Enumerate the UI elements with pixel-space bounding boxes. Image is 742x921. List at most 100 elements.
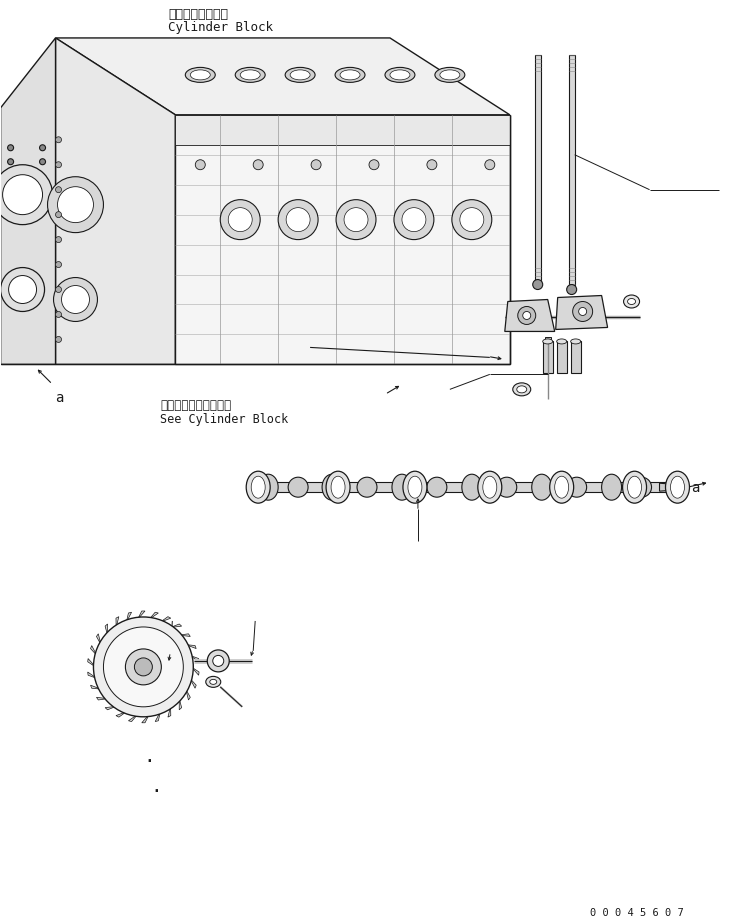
Circle shape: [460, 207, 484, 231]
Polygon shape: [168, 706, 171, 717]
Ellipse shape: [340, 70, 360, 80]
Circle shape: [56, 187, 62, 192]
Circle shape: [3, 175, 42, 215]
Polygon shape: [556, 296, 608, 330]
Ellipse shape: [207, 650, 229, 672]
Polygon shape: [137, 611, 145, 619]
Circle shape: [56, 237, 62, 242]
Polygon shape: [175, 115, 510, 145]
Ellipse shape: [190, 70, 210, 80]
Ellipse shape: [390, 70, 410, 80]
Polygon shape: [96, 697, 108, 700]
Ellipse shape: [628, 298, 636, 305]
Circle shape: [56, 137, 62, 143]
Text: a: a: [692, 481, 700, 495]
Circle shape: [56, 212, 62, 217]
Circle shape: [9, 275, 36, 304]
Circle shape: [56, 286, 62, 293]
Circle shape: [56, 162, 62, 168]
Ellipse shape: [542, 339, 553, 344]
Text: a: a: [56, 391, 64, 405]
Ellipse shape: [427, 477, 447, 497]
Circle shape: [336, 200, 376, 239]
Circle shape: [7, 158, 13, 165]
Circle shape: [278, 200, 318, 239]
Ellipse shape: [516, 386, 527, 393]
Polygon shape: [91, 646, 97, 656]
Ellipse shape: [513, 383, 531, 396]
Polygon shape: [105, 624, 108, 635]
Polygon shape: [116, 712, 126, 717]
Circle shape: [533, 280, 542, 289]
Circle shape: [56, 336, 62, 343]
Circle shape: [39, 145, 45, 151]
Circle shape: [573, 301, 593, 321]
Ellipse shape: [392, 474, 412, 500]
Ellipse shape: [331, 476, 345, 498]
Ellipse shape: [385, 67, 415, 82]
Polygon shape: [186, 645, 196, 648]
Ellipse shape: [288, 477, 308, 497]
Polygon shape: [180, 699, 182, 710]
Circle shape: [195, 159, 206, 169]
Polygon shape: [505, 299, 555, 332]
Circle shape: [62, 286, 90, 313]
Text: 0 0 0 4 5 6 0 7: 0 0 0 4 5 6 0 7: [590, 908, 683, 918]
Circle shape: [39, 158, 45, 165]
Polygon shape: [190, 656, 199, 662]
Ellipse shape: [602, 474, 622, 500]
Polygon shape: [190, 679, 196, 688]
Polygon shape: [160, 617, 171, 622]
Circle shape: [56, 262, 62, 268]
Polygon shape: [96, 634, 101, 645]
Ellipse shape: [322, 474, 342, 500]
Circle shape: [47, 177, 103, 233]
Polygon shape: [56, 38, 510, 115]
Circle shape: [253, 159, 263, 169]
Ellipse shape: [550, 472, 574, 503]
Ellipse shape: [567, 477, 587, 497]
Ellipse shape: [210, 680, 217, 684]
Circle shape: [311, 159, 321, 169]
Circle shape: [58, 187, 93, 223]
Ellipse shape: [252, 476, 265, 498]
Ellipse shape: [483, 476, 497, 498]
Polygon shape: [91, 685, 101, 689]
Circle shape: [103, 627, 183, 706]
Text: シリンダブロック: シリンダブロック: [168, 8, 229, 21]
Bar: [571, 342, 581, 373]
Bar: [568, 55, 574, 285]
Circle shape: [56, 311, 62, 318]
Bar: [556, 342, 567, 373]
Text: See Cylinder Block: See Cylinder Block: [160, 414, 289, 426]
Circle shape: [134, 658, 152, 676]
Ellipse shape: [186, 67, 215, 82]
Text: .: .: [151, 776, 162, 796]
Circle shape: [452, 200, 492, 239]
Circle shape: [286, 207, 310, 231]
Circle shape: [344, 207, 368, 231]
Ellipse shape: [285, 67, 315, 82]
Ellipse shape: [290, 70, 310, 80]
Polygon shape: [116, 617, 119, 627]
Ellipse shape: [357, 477, 377, 497]
Circle shape: [485, 159, 495, 169]
Polygon shape: [191, 667, 199, 675]
Ellipse shape: [497, 477, 516, 497]
Polygon shape: [155, 712, 160, 721]
Circle shape: [567, 285, 577, 295]
Ellipse shape: [671, 476, 684, 498]
Ellipse shape: [462, 474, 482, 500]
Circle shape: [1, 268, 45, 311]
Polygon shape: [186, 689, 190, 700]
Ellipse shape: [631, 477, 651, 497]
Circle shape: [125, 649, 161, 685]
Ellipse shape: [556, 339, 567, 344]
Polygon shape: [1, 38, 56, 365]
Text: シリンダブロック参照: シリンダブロック参照: [160, 400, 232, 413]
Polygon shape: [88, 672, 97, 679]
Polygon shape: [128, 715, 137, 721]
Circle shape: [518, 307, 536, 324]
Text: Cylinder Block: Cylinder Block: [168, 21, 273, 34]
Ellipse shape: [435, 67, 464, 82]
